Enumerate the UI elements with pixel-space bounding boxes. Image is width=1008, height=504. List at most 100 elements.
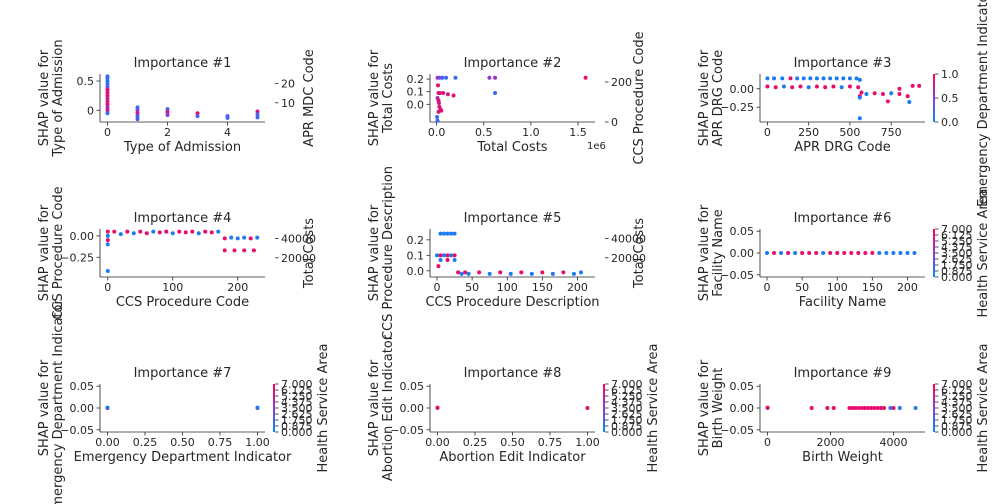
colorbar-tick-label: 3.500 <box>611 402 643 415</box>
x-tick-label: 100 <box>497 281 518 294</box>
data-point <box>451 93 456 98</box>
data-point <box>225 115 230 120</box>
data-point <box>452 253 457 258</box>
data-point <box>857 77 862 82</box>
data-point <box>821 76 826 81</box>
data-point <box>877 251 882 255</box>
colorbar-tick-label: 4.375 <box>281 396 313 409</box>
y-axis-label: SHAP value for <box>367 359 382 456</box>
data-point <box>118 232 123 237</box>
colorbar-tick-label: 6.125 <box>941 384 973 397</box>
data-point <box>209 230 214 235</box>
data-point <box>251 248 256 253</box>
colorbar <box>933 74 935 122</box>
y-axis-label: SHAP value for <box>697 49 712 146</box>
data-point <box>814 76 819 81</box>
data-point <box>170 231 175 236</box>
data-point <box>165 110 170 115</box>
y-tick-label: 0.1 <box>407 249 425 262</box>
data-point <box>828 251 833 255</box>
colorbar-tick-label: 1.0 <box>941 68 959 81</box>
data-point <box>857 95 862 100</box>
x-tick-label: 0 <box>764 436 771 449</box>
x-tick-label: 100 <box>162 281 183 294</box>
data-point <box>453 75 458 80</box>
data-point <box>105 238 110 243</box>
data-point <box>872 406 877 410</box>
colorbar-tick-label: 1.750 <box>611 414 643 427</box>
colorbar-tick-label: 6.125 <box>611 384 643 397</box>
subplot-6: Importance #6 0 50 100 150 200 −0.05 0.00 0.05 Fa… <box>697 189 991 318</box>
data-point <box>781 84 786 89</box>
x-tick-label: 0.00 <box>425 436 450 449</box>
y-tick-label: 0.00 <box>730 83 755 96</box>
data-point <box>913 406 918 410</box>
data-point <box>435 118 440 123</box>
data-point <box>912 251 917 255</box>
x-axis-label: Facility Name <box>799 295 887 310</box>
y-axis-label: CCS Procedure Code <box>51 186 66 319</box>
data-point <box>856 251 861 255</box>
colorbar-tick-label: 2.625 <box>281 408 313 421</box>
data-point <box>808 76 813 81</box>
colorbar-tick-label: 6.125 <box>281 384 313 397</box>
data-point <box>786 251 791 255</box>
y-tick-label: 0.5 <box>77 75 95 88</box>
data-point <box>831 84 836 89</box>
colorbar <box>603 384 605 432</box>
x-tick-label: 4000 <box>880 436 908 449</box>
data-point <box>165 112 170 117</box>
data-point <box>847 76 852 81</box>
colorbar-tick-label: 7.000 <box>281 378 313 391</box>
data-point <box>164 229 169 234</box>
y-axis-label: Birth Weight <box>711 368 726 449</box>
colorbar-tick-label: 0.0 <box>941 116 959 129</box>
data-point <box>823 85 828 90</box>
colorbar-tick-label: 5.250 <box>611 390 643 403</box>
x-tick-label: 2 <box>164 126 171 139</box>
y-axis-label: SHAP value for <box>697 359 712 456</box>
colorbar-tick-label: 3.500 <box>941 247 973 260</box>
data-point <box>907 100 912 105</box>
colorbar-label: Total Costs <box>632 218 647 289</box>
data-point <box>487 75 492 80</box>
data-point <box>875 406 880 410</box>
data-point <box>105 105 110 110</box>
data-point <box>436 101 441 106</box>
data-point <box>135 117 140 122</box>
data-point <box>891 406 896 410</box>
data-point <box>442 231 447 236</box>
data-point <box>255 235 260 240</box>
data-point <box>138 229 143 234</box>
x-tick-label: 750 <box>881 126 902 139</box>
data-point <box>105 233 110 238</box>
y-axis-label: APR DRG Code <box>711 50 726 146</box>
data-point <box>222 248 227 253</box>
x-axis-label: Birth Weight <box>802 450 883 465</box>
plot-title: Importance #8 <box>464 366 562 381</box>
colorbar-tick-label: 1.750 <box>941 259 973 272</box>
data-point <box>436 264 441 269</box>
x-axis-label: Total Costs <box>476 140 547 155</box>
x-tick-label: 4 <box>224 126 231 139</box>
colorbar-tick-label: 4.375 <box>941 241 973 254</box>
colorbar-tick-label: 2.625 <box>611 408 643 421</box>
y-tick-label: 0.05 <box>730 380 755 393</box>
data-point <box>165 107 170 112</box>
x-offset-label: 1e6 <box>587 141 606 152</box>
y-tick-label: 0.05 <box>70 380 95 393</box>
data-point <box>798 84 803 89</box>
colorbar-tick-label: 200 <box>611 76 632 89</box>
x-tick-label: 1.0 <box>522 126 540 139</box>
x-tick-label: 0 <box>764 126 771 139</box>
colorbar-label: Emergency Department Indicator <box>976 0 991 207</box>
data-point <box>780 76 785 81</box>
y-tick-label: 0.0 <box>407 98 425 111</box>
data-point <box>436 83 441 88</box>
data-point <box>477 270 482 275</box>
data-point <box>863 251 868 255</box>
colorbar <box>273 384 275 432</box>
colorbar-tick-label: 0.875 <box>941 420 973 433</box>
data-point <box>905 251 910 255</box>
x-tick-label: 1.00 <box>245 436 270 449</box>
